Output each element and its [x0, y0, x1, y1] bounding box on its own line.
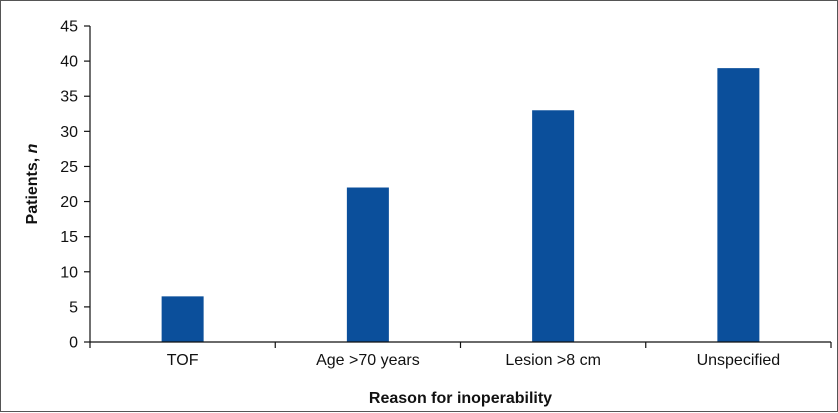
y-tick-label: 20 [60, 194, 78, 211]
x-tick-label: Age >70 years [316, 352, 420, 369]
y-tick-label: 5 [69, 299, 78, 316]
y-tick-label: 35 [60, 89, 78, 106]
bar [717, 68, 760, 342]
y-axis-ticks: 0 5 10 15 20 25 30 35 40 45 [60, 19, 90, 352]
x-axis-ticks: TOF Age >70 years Lesion >8 cm Unspecified [89, 342, 832, 369]
y-tick-label: 0 [69, 335, 78, 352]
x-axis-title: Reason for inoperability [369, 390, 552, 407]
x-tick-label: Lesion >8 cm [505, 352, 601, 369]
y-tick-label: 15 [60, 229, 78, 246]
x-tick-label: TOF [167, 352, 199, 369]
y-axis-title: Patients, n [24, 143, 41, 224]
y-tick-label: 25 [60, 159, 78, 176]
bar [161, 296, 204, 342]
y-tick-label: 30 [60, 124, 78, 141]
y-tick-label: 40 [60, 54, 78, 71]
y-axis-title-main: Patients, [24, 153, 41, 224]
bar [346, 187, 389, 342]
x-tick-label: Unspecified [697, 352, 781, 369]
y-axis-title-italic: n [24, 143, 41, 153]
bars [161, 68, 760, 343]
y-tick-label: 45 [60, 19, 78, 36]
y-tick-label: 10 [60, 264, 78, 281]
bar [532, 110, 575, 343]
